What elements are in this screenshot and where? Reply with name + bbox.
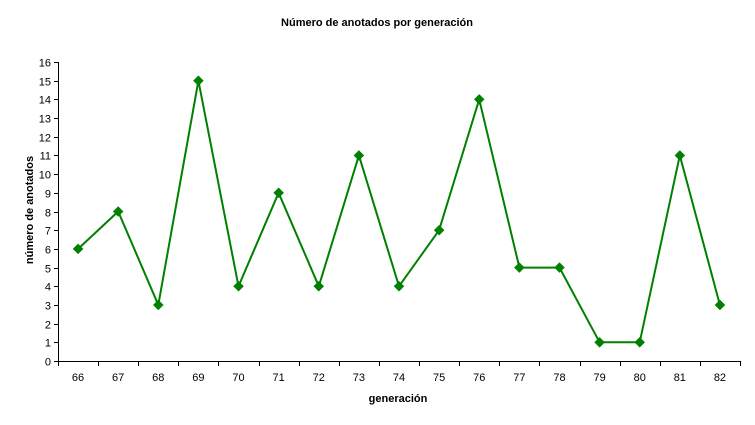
data-point-marker xyxy=(353,150,365,161)
y-tick-label: 9 xyxy=(45,189,51,201)
data-point-marker xyxy=(714,299,726,311)
x-tick-label: 69 xyxy=(192,372,204,384)
data-point-marker xyxy=(554,262,565,273)
x-tick-label: 73 xyxy=(353,372,365,384)
x-tick-label: 67 xyxy=(112,372,124,384)
x-axis-ticks: 66 67 68 69 70 71 72 73 74 75 76 77 78 79 80 81 82 xyxy=(58,361,741,384)
data-point-marker xyxy=(273,187,285,199)
data-point-marker xyxy=(634,336,646,348)
series-line xyxy=(77,80,721,344)
y-tick-label: 13 xyxy=(39,114,51,126)
y-tick-label: 3 xyxy=(45,301,51,313)
y-tick-label: 15 xyxy=(39,77,51,89)
x-tick-label: 74 xyxy=(393,372,405,384)
data-point-marker xyxy=(594,336,605,348)
x-tick-label: 75 xyxy=(433,372,445,384)
data-point-marker xyxy=(313,280,325,292)
y-tick-label: 11 xyxy=(40,151,51,163)
y-tick-label: 0 xyxy=(45,357,51,369)
x-tick-label: 76 xyxy=(473,372,485,384)
x-tick-label: 66 xyxy=(72,372,84,384)
data-point-marker xyxy=(513,262,525,273)
y-tick-label: 6 xyxy=(45,245,51,257)
x-tick-label: 81 xyxy=(674,372,686,384)
x-tick-label: 79 xyxy=(593,372,605,384)
y-tick-label: 1 xyxy=(45,338,51,350)
y-tick-label: 16 xyxy=(39,58,51,70)
y-tick-label: 10 xyxy=(39,170,51,182)
data-point-marker xyxy=(152,299,164,311)
data-point-marker xyxy=(233,280,244,292)
y-tick-label: 12 xyxy=(39,133,51,145)
data-point-marker xyxy=(193,75,204,87)
y-tick-label: 5 xyxy=(45,264,51,276)
x-tick-label: 68 xyxy=(152,372,164,384)
series-layer xyxy=(72,75,726,348)
y-axis-label: número de anotados xyxy=(24,156,36,264)
y-tick-label: 2 xyxy=(45,320,51,332)
x-axis-label: generación xyxy=(369,393,428,405)
x-tick-label: 70 xyxy=(232,372,244,384)
data-point-marker xyxy=(433,224,445,236)
y-tick-label: 7 xyxy=(45,226,51,238)
x-tick-label: 72 xyxy=(313,372,325,384)
x-tick-label: 78 xyxy=(553,372,565,384)
y-tick-label: 8 xyxy=(45,208,51,220)
x-tick-label: 77 xyxy=(513,372,525,384)
data-point-marker xyxy=(393,280,405,292)
data-point-marker xyxy=(674,150,686,161)
data-point-marker xyxy=(112,206,124,217)
x-tick-label: 80 xyxy=(634,372,646,384)
x-tick-label: 82 xyxy=(714,372,726,384)
data-point-marker xyxy=(473,94,485,105)
data-point-marker xyxy=(72,243,84,255)
chart-title: Número de anotados por generación xyxy=(281,17,473,29)
x-tick-label: 71 xyxy=(273,372,285,384)
y-tick-label: 14 xyxy=(39,95,51,107)
y-tick-label: 4 xyxy=(45,282,51,294)
